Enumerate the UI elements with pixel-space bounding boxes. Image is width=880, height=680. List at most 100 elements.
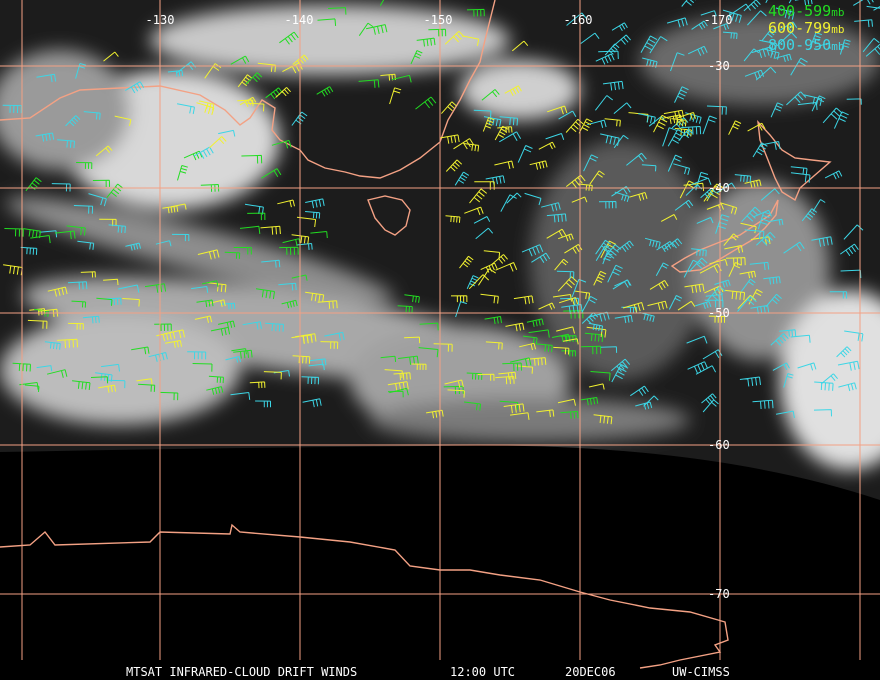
- wind-barb: [265, 322, 284, 332]
- wind-barb: [495, 262, 518, 272]
- wind-barb: [484, 316, 502, 325]
- wind-barb: [809, 32, 822, 48]
- wind-barb: [687, 361, 709, 374]
- wind-barb: [681, 126, 702, 135]
- wind-barb: [271, 139, 292, 149]
- legend-range: 600-799: [768, 19, 831, 37]
- wind-barb: [653, 114, 670, 133]
- wind-barb: [165, 340, 182, 348]
- wind-barb: [46, 369, 68, 378]
- wind-barb: [558, 110, 577, 120]
- wind-barb: [415, 96, 437, 110]
- wind-barb: [505, 322, 525, 332]
- wind-barb: [759, 141, 781, 150]
- wind-barb: [519, 342, 536, 351]
- wind-barb: [302, 398, 322, 408]
- wind-barb: [191, 286, 209, 293]
- wind-barb: [506, 192, 522, 204]
- wind-barb: [588, 311, 610, 322]
- wind-barb: [655, 262, 669, 277]
- wind-barb: [671, 118, 687, 127]
- wind-barb: [866, 5, 880, 9]
- wind-barb: [662, 127, 677, 147]
- wind-barb: [691, 20, 708, 30]
- wind-barb: [709, 258, 728, 266]
- wind-barb: [755, 66, 777, 81]
- wind-barb: [279, 246, 299, 255]
- wind-barb: [547, 105, 568, 115]
- wind-barb: [557, 276, 578, 292]
- wind-barb: [481, 89, 500, 101]
- wind-barb: [103, 278, 119, 286]
- wind-barb: [815, 42, 831, 49]
- wind-barb: [419, 322, 439, 331]
- wind-barb: [466, 372, 483, 380]
- wind-barb: [790, 57, 808, 76]
- wind-barb: [790, 334, 811, 343]
- wind-barb: [686, 335, 708, 344]
- wind-barb: [114, 115, 132, 127]
- wind-barb: [824, 170, 843, 180]
- wind-barb: [156, 331, 176, 342]
- wind-barb: [118, 284, 140, 293]
- wind-barb: [803, 94, 823, 107]
- wind-barb: [159, 391, 179, 401]
- wind-barb: [641, 164, 657, 172]
- wind-barb: [529, 160, 548, 170]
- wind-barb: [691, 177, 712, 186]
- wind-barb: [563, 338, 579, 345]
- wind-barb: [688, 257, 708, 273]
- wind-barb: [649, 279, 669, 291]
- wind-barb: [77, 240, 95, 250]
- footer: MTSAT INFRARED-CLOUD DRIFT WINDS 12:00 U…: [126, 665, 730, 679]
- wind-barb: [873, 6, 880, 11]
- wind-barb: [589, 170, 605, 185]
- wind-barb: [278, 282, 297, 291]
- wind-barb: [776, 32, 798, 47]
- wind-barb: [598, 50, 619, 60]
- wind-barb: [379, 0, 385, 6]
- wind-barb: [552, 333, 571, 343]
- footer-source: UW-CIMSS: [672, 665, 730, 679]
- wind-barb: [695, 365, 717, 375]
- wind-barb: [822, 107, 843, 124]
- tasmania-coast: [367, 195, 411, 236]
- wind-barb: [473, 216, 491, 224]
- wind-barb: [36, 365, 53, 372]
- wind-barb: [783, 373, 794, 388]
- wind-barb: [545, 133, 565, 140]
- wind-barb: [218, 129, 236, 137]
- australia-coast: [0, 0, 496, 179]
- wind-barb: [485, 341, 503, 350]
- legend-entry: 400-599mb: [768, 2, 844, 20]
- wind-barb: [737, 294, 757, 310]
- wind-barb: [558, 233, 574, 242]
- wind-barb: [584, 332, 604, 342]
- wind-barb: [778, 21, 798, 32]
- wind-barb: [491, 254, 508, 266]
- wind-barb: [813, 409, 832, 417]
- wind-barb: [763, 276, 781, 285]
- wind-barb: [695, 301, 712, 309]
- wind-barb: [786, 91, 807, 106]
- wind-barb: [774, 53, 792, 62]
- wind-barb: [106, 379, 126, 389]
- wind-barb: [557, 398, 576, 406]
- wind-barb: [741, 206, 762, 223]
- wind-barb: [647, 300, 668, 311]
- wind-barb: [611, 364, 629, 383]
- wind-barb: [744, 229, 765, 240]
- wind-barb: [757, 211, 771, 230]
- wind-barb: [196, 102, 215, 115]
- wind-barb: [516, 365, 534, 374]
- wind-barb: [674, 86, 689, 103]
- graticule: [0, 0, 880, 660]
- wind-barb: [296, 243, 313, 250]
- wind-barb: [365, 24, 388, 35]
- wind-barb: [770, 333, 789, 346]
- wind-barb: [148, 352, 168, 362]
- wind-barb: [277, 199, 295, 208]
- wind-barb: [614, 279, 631, 287]
- wind-barb: [103, 51, 119, 62]
